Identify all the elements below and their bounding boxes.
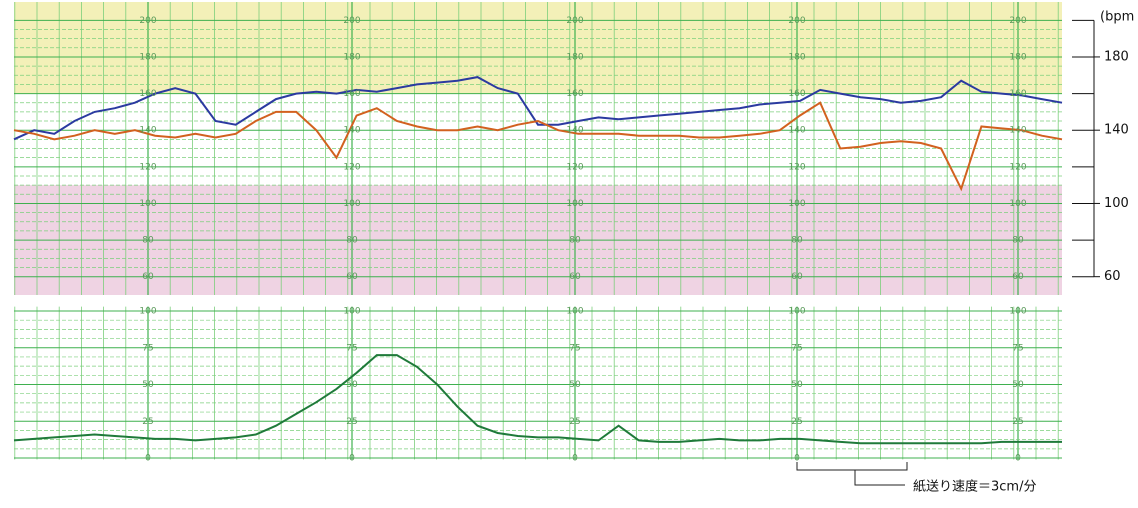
inner-tick-label: 25 [142,417,153,427]
inner-tick-label: 75 [791,343,802,353]
inner-tick-label: 160 [139,89,156,99]
inner-tick-label: 60 [142,272,154,282]
trace-line [13,354,1062,445]
inner-tick-label: 60 [346,272,358,282]
inner-tick-label: 0 [572,454,578,464]
inner-tick-label: 75 [142,343,153,353]
inner-tick-label: 0 [1015,454,1021,464]
inner-tick-label: 50 [1012,380,1024,390]
grid [14,2,1062,460]
inner-tick-label: 120 [343,162,360,172]
inner-tick-label: 25 [346,417,357,427]
inner-tick-label: 50 [346,380,358,390]
inner-tick-label: 100 [788,199,805,209]
inner-tick-label: 140 [343,126,360,136]
inner-tick-label: 120 [566,162,583,172]
inner-tick-label: 75 [1012,343,1023,353]
y-axis-label: (bpm [1100,10,1134,25]
inner-tick-label: 200 [139,16,156,26]
inner-tick-label: 80 [569,236,581,246]
inner-tick-label: 100 [1009,199,1026,209]
labels: 60 60 60 60 60 80 80 80 80 80 100 100 100 100 100 120 12… [139,16,1128,464]
traces [13,76,1063,445]
inner-tick-label: 180 [343,52,360,62]
inner-tick-label: 180 [139,52,156,62]
paper-speed-note: 紙送り速度＝3cm/分 [913,479,1036,495]
inner-tick-label: 140 [1009,126,1026,136]
inner-tick-label: 80 [1012,236,1024,246]
inner-tick-label: 80 [791,236,803,246]
inner-tick-label: 0 [349,454,355,464]
inner-tick-label: 0 [794,454,800,464]
inner-tick-label: 120 [788,162,805,172]
inner-tick-label: 100 [1009,307,1026,317]
inner-tick-label: 80 [346,236,358,246]
inner-tick-label: 160 [1009,89,1026,99]
inner-tick-label: 0 [145,454,151,464]
inner-tick-label: 25 [569,417,580,427]
inner-tick-label: 100 [139,307,156,317]
inner-tick-label: 180 [566,52,583,62]
inner-tick-label: 60 [1012,272,1024,282]
inner-tick-label: 50 [569,380,581,390]
inner-tick-label: 200 [343,16,360,26]
inner-tick-label: 140 [788,126,805,136]
inner-tick-label: 100 [788,307,805,317]
inner-tick-label: 180 [788,52,805,62]
trace-line [13,101,1063,192]
inner-tick-label: 200 [566,16,583,26]
inner-tick-label: 160 [343,89,360,99]
y-tick-label: 100 [1104,196,1129,211]
inner-tick-label: 120 [1009,162,1026,172]
inner-tick-label: 60 [791,272,803,282]
inner-tick-label: 25 [791,417,802,427]
inner-tick-label: 75 [569,343,580,353]
y-tick-label: 60 [1104,269,1121,284]
inner-tick-label: 140 [139,126,156,136]
inner-tick-label: 160 [788,89,805,99]
inner-tick-label: 100 [343,307,360,317]
y-tick-label: 140 [1104,123,1129,138]
inner-tick-label: 60 [569,272,581,282]
inner-tick-label: 25 [1012,417,1023,427]
inner-tick-label: 160 [566,89,583,99]
inner-tick-label: 80 [142,236,154,246]
inner-tick-label: 200 [1009,16,1026,26]
inner-tick-label: 100 [139,199,156,209]
paper-speed-bracket [796,462,908,486]
inner-tick-label: 180 [1009,52,1026,62]
trace-line [13,76,1063,141]
inner-tick-label: 100 [566,199,583,209]
inner-tick-label: 50 [142,380,154,390]
inner-tick-label: 120 [139,162,156,172]
inner-tick-label: 100 [343,199,360,209]
inner-tick-label: 200 [788,16,805,26]
inner-tick-label: 75 [346,343,357,353]
inner-tick-label: 140 [566,126,583,136]
inner-tick-label: 50 [791,380,803,390]
y-tick-label: 180 [1104,49,1129,64]
inner-tick-label: 100 [566,307,583,317]
